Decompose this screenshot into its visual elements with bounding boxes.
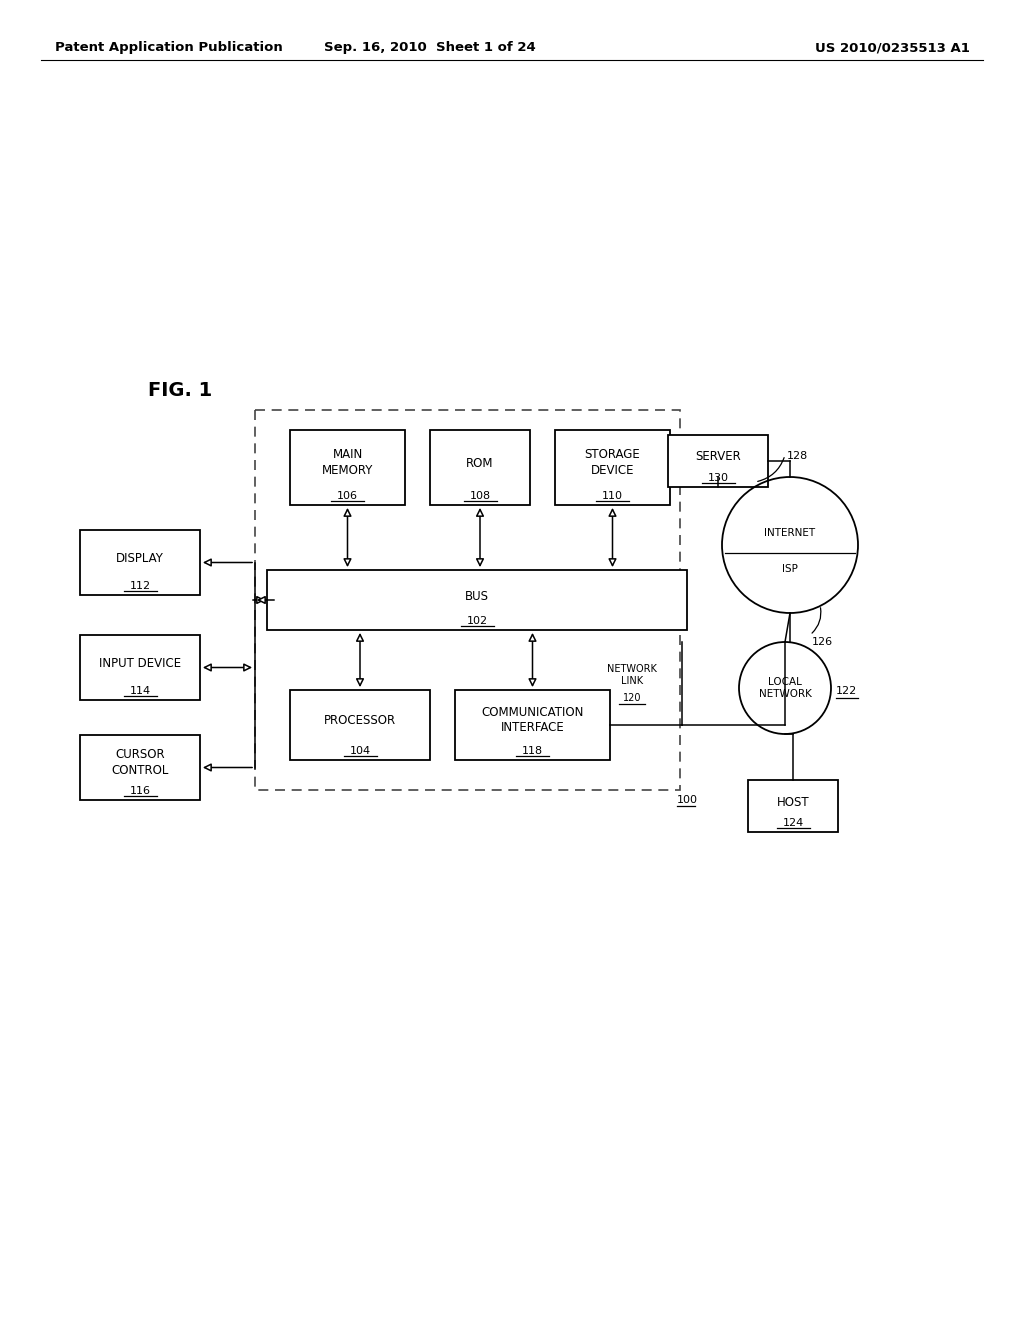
Text: PROCESSOR: PROCESSOR <box>324 714 396 727</box>
Bar <box>290 430 406 506</box>
Bar <box>455 690 610 760</box>
Text: SERVER: SERVER <box>695 450 741 463</box>
Bar <box>80 735 200 800</box>
Text: 102: 102 <box>467 616 487 626</box>
Text: 126: 126 <box>812 638 834 647</box>
Text: US 2010/0235513 A1: US 2010/0235513 A1 <box>815 41 970 54</box>
Text: HOST: HOST <box>776 796 809 808</box>
Bar <box>290 690 430 760</box>
Text: COMMUNICATION
INTERFACE: COMMUNICATION INTERFACE <box>481 706 584 734</box>
Text: 106: 106 <box>337 491 358 502</box>
Text: CURSOR
CONTROL: CURSOR CONTROL <box>112 748 169 776</box>
Text: MAIN
MEMORY: MAIN MEMORY <box>322 449 373 477</box>
Text: 118: 118 <box>522 746 543 756</box>
Text: FIG. 1: FIG. 1 <box>148 381 212 400</box>
Bar <box>748 780 838 832</box>
Text: INPUT DEVICE: INPUT DEVICE <box>99 657 181 671</box>
Text: 114: 114 <box>129 686 151 696</box>
Text: 104: 104 <box>349 746 371 756</box>
Bar <box>80 531 200 595</box>
Text: 130: 130 <box>708 473 728 483</box>
Bar <box>267 570 687 630</box>
Text: LOCAL
NETWORK: LOCAL NETWORK <box>759 677 811 698</box>
Text: 120: 120 <box>623 693 641 704</box>
Bar <box>255 411 680 789</box>
Text: ROM: ROM <box>466 457 494 470</box>
Text: Sep. 16, 2010  Sheet 1 of 24: Sep. 16, 2010 Sheet 1 of 24 <box>325 41 536 54</box>
Text: INTERNET: INTERNET <box>765 528 815 539</box>
Text: 128: 128 <box>787 451 808 461</box>
Text: Patent Application Publication: Patent Application Publication <box>55 41 283 54</box>
Text: 112: 112 <box>129 581 151 591</box>
Text: 100: 100 <box>677 795 698 805</box>
Bar <box>430 430 530 506</box>
Text: 116: 116 <box>129 785 151 796</box>
Text: NETWORK
LINK: NETWORK LINK <box>607 664 657 686</box>
Bar <box>555 430 670 506</box>
Text: 124: 124 <box>782 818 804 828</box>
Text: STORAGE
DEVICE: STORAGE DEVICE <box>585 449 640 477</box>
Text: 108: 108 <box>469 491 490 502</box>
Text: BUS: BUS <box>465 590 489 602</box>
Text: DISPLAY: DISPLAY <box>116 552 164 565</box>
Text: ISP: ISP <box>782 564 798 574</box>
Bar <box>668 436 768 487</box>
Text: 110: 110 <box>602 491 623 502</box>
Bar <box>80 635 200 700</box>
Text: 122: 122 <box>836 686 857 696</box>
